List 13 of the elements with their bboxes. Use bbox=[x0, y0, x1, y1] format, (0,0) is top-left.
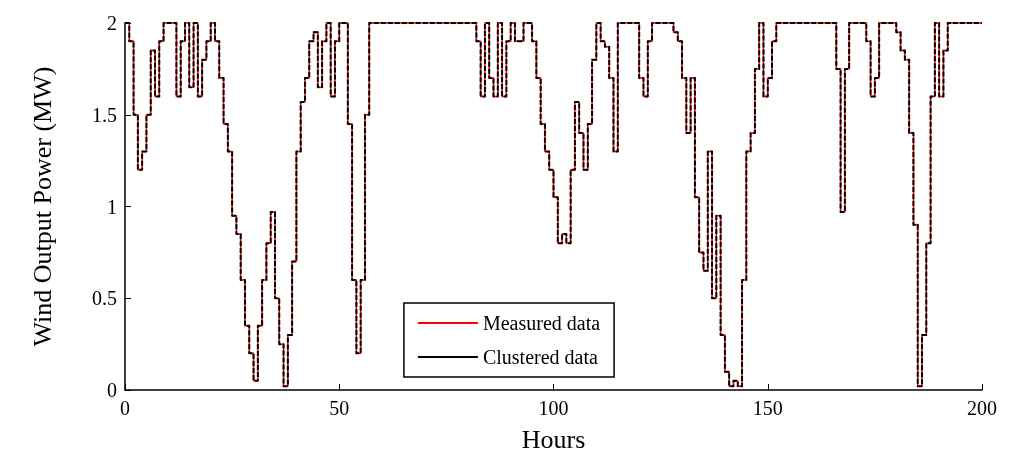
legend-label: Clustered data bbox=[482, 346, 598, 368]
y-tick-label: 2 bbox=[107, 12, 117, 34]
x-axis-title: Hours bbox=[521, 424, 586, 454]
y-tick-label: 0 bbox=[107, 379, 117, 401]
y-axis-title: Wind Output Power (MW) bbox=[27, 66, 57, 347]
x-tick-label: 150 bbox=[752, 397, 783, 419]
x-tick-label: 100 bbox=[538, 397, 569, 419]
x-tick-label: 50 bbox=[329, 397, 350, 419]
legend-label: Measured data bbox=[482, 312, 601, 334]
y-tick-label: 0.5 bbox=[92, 287, 117, 310]
y-tick-label: 1.5 bbox=[92, 103, 117, 126]
x-tick-label: 200 bbox=[967, 397, 997, 419]
y-tick-label: 1 bbox=[107, 195, 117, 218]
